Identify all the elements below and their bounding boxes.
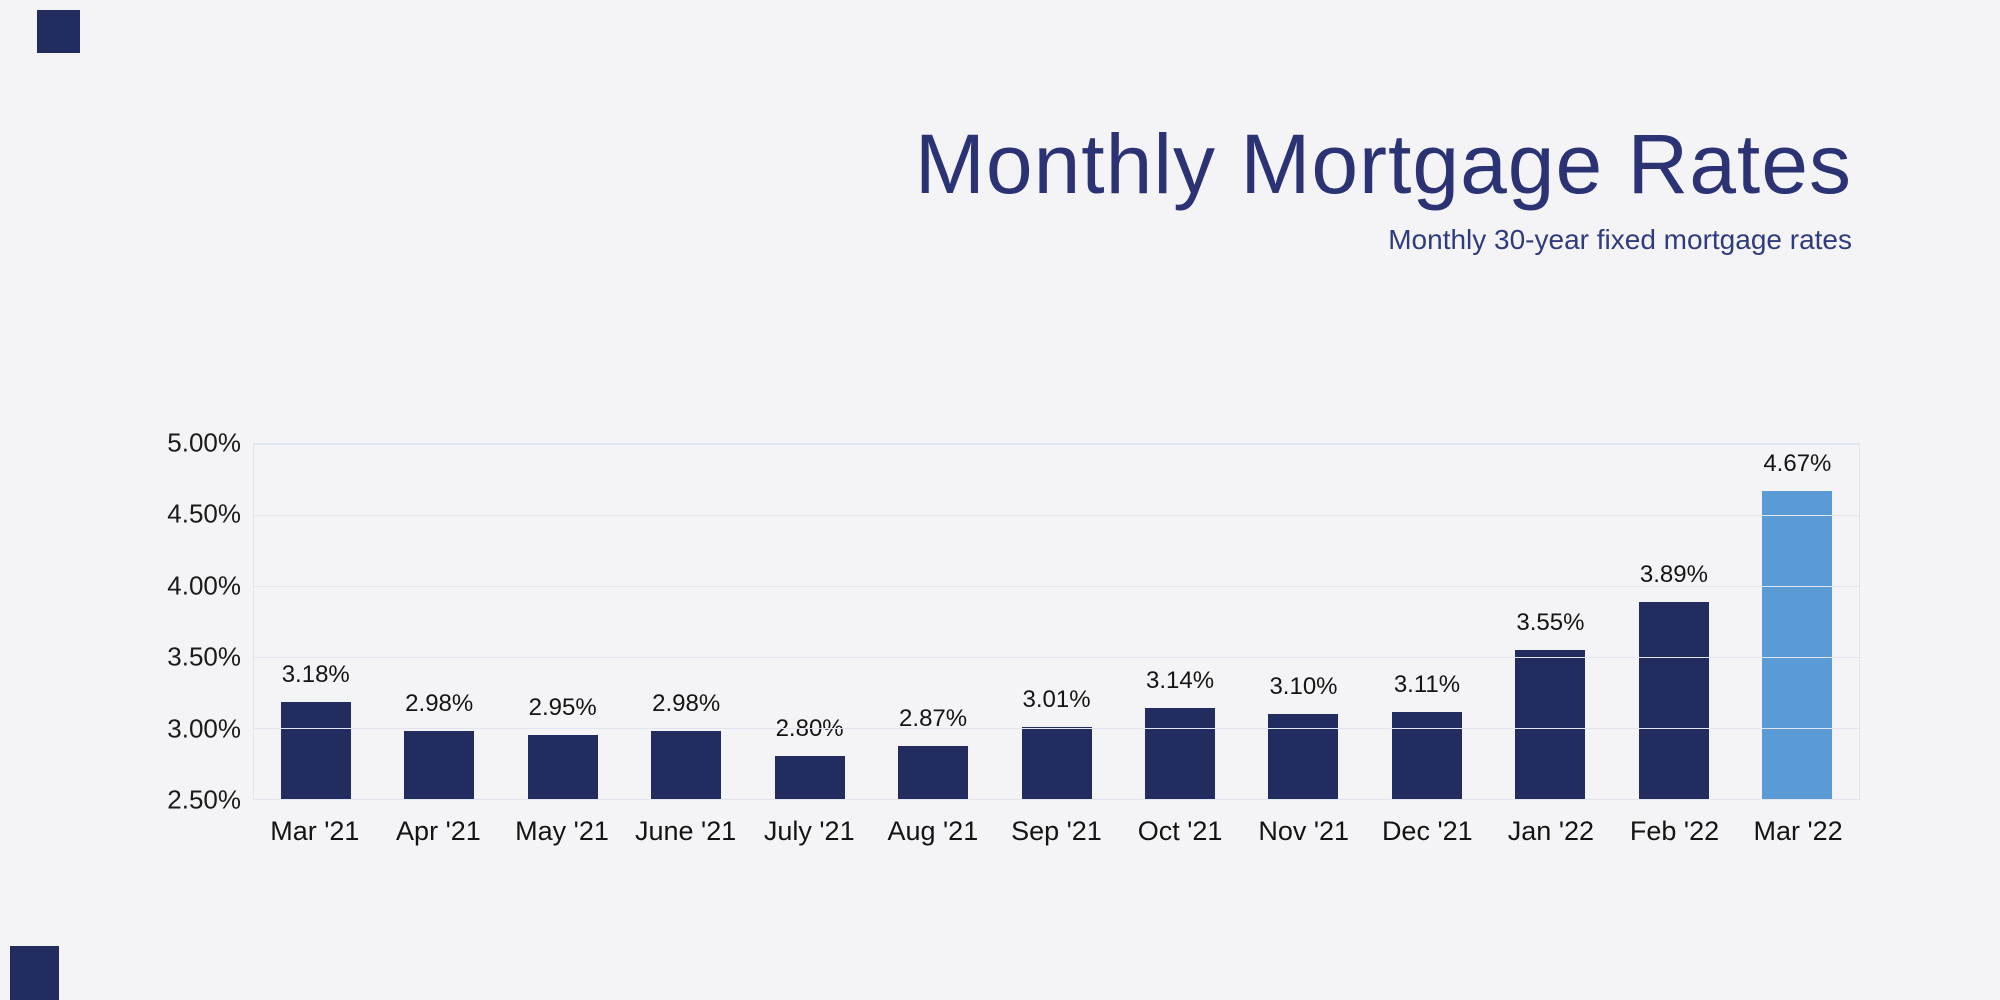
bar	[1021, 726, 1092, 799]
bar-cell: 3.18%	[254, 444, 377, 799]
bar-cell: 2.95%	[501, 444, 624, 799]
bar-value-label: 2.98%	[405, 689, 474, 717]
x-axis-label: Sep '21	[1011, 816, 1102, 846]
bar	[1391, 712, 1462, 799]
bar	[1268, 713, 1339, 799]
y-axis-label: 3.50%	[167, 641, 241, 672]
bar-cell: 3.14%	[1118, 444, 1241, 799]
page-title: Monthly Mortgage Rates	[914, 117, 1852, 211]
x-axis-label: Apr '21	[396, 816, 481, 846]
bar-value-label: 2.87%	[899, 705, 968, 733]
bar-cell: 4.67%	[1736, 444, 1859, 799]
bar	[1762, 490, 1833, 799]
x-axis-label: Oct '21	[1137, 816, 1223, 846]
bar-value-label: 3.18%	[281, 661, 350, 689]
bar-cell: 3.10%	[1242, 444, 1365, 799]
bar-value-label: 2.95%	[528, 694, 597, 722]
gridline	[254, 586, 1859, 587]
x-axis-label: Jan '22	[1507, 816, 1595, 846]
bar	[280, 702, 351, 799]
bar	[1515, 649, 1586, 799]
bar-value-label: 3.10%	[1269, 672, 1338, 700]
bar-cell: 2.98%	[377, 444, 500, 799]
x-axis: Mar '21 Apr '21 May '21 June '21 July '21 Aug…	[253, 816, 1860, 847]
bar	[1145, 708, 1216, 799]
x-axis-label: Aug '21	[887, 816, 979, 846]
gridline	[254, 515, 1859, 516]
y-axis-label: 4.00%	[167, 570, 241, 601]
bar-cell: 3.55%	[1489, 444, 1612, 799]
bar	[898, 746, 969, 799]
gridline	[254, 799, 1859, 800]
bar-chart: 5.00% 4.50% 4.00% 3.50% 3.00% 2.50% 3.18% 2.98…	[150, 428, 1860, 847]
y-axis-label: 2.50%	[167, 784, 241, 815]
x-axis-label: Nov '21	[1258, 816, 1350, 846]
y-axis-label: 4.50%	[167, 498, 241, 529]
gridline	[254, 657, 1859, 658]
page-subtitle: Monthly 30-year fixed mortgage rates	[1388, 224, 1852, 256]
gridline	[254, 444, 1859, 445]
plot-area: 3.18% 2.98% 2.95% 2.98% 2.80% 2.87% 3.01% 3.14%…	[253, 443, 1860, 800]
corner-accent-top-left	[37, 10, 80, 53]
bar-value-label: 3.01%	[1022, 685, 1091, 713]
bar-value-label: 3.11%	[1393, 671, 1461, 699]
bar-value-label: 2.98%	[652, 689, 721, 717]
corner-accent-bottom-left	[10, 946, 59, 1000]
bar-cell: 3.11%	[1365, 444, 1488, 799]
y-axis-label: 5.00%	[167, 427, 241, 458]
bar-value-label: 4.67%	[1763, 449, 1832, 477]
bar	[651, 730, 722, 799]
bar	[527, 735, 598, 799]
x-axis-label: Mar '22	[1753, 816, 1843, 846]
x-axis-label: Mar '21	[270, 816, 360, 846]
bar-value-label: 3.55%	[1516, 608, 1585, 636]
x-axis-label: June '21	[635, 816, 737, 846]
y-axis: 5.00% 4.50% 4.00% 3.50% 3.00% 2.50%	[150, 428, 253, 815]
chart-header: Monthly Mortgage Rates Monthly 30-year f…	[915, 120, 1852, 256]
bar	[404, 730, 475, 799]
bar-cell: 2.98%	[624, 444, 747, 799]
x-axis-label: May '21	[515, 816, 609, 846]
bar	[1638, 601, 1709, 799]
x-axis-label: July '21	[763, 816, 855, 846]
y-axis-label: 3.00%	[167, 713, 241, 744]
bar-value-label: 3.89%	[1639, 560, 1708, 588]
bar-value-label: 3.14%	[1145, 667, 1215, 695]
bar-value-label: 2.80%	[775, 715, 844, 743]
bar-cell: 3.89%	[1612, 444, 1735, 799]
x-axis-label: Dec '21	[1381, 816, 1473, 846]
bar-cell: 2.80%	[748, 444, 871, 799]
gridline	[254, 728, 1859, 729]
bars-row: 3.18% 2.98% 2.95% 2.98% 2.80% 2.87% 3.01% 3.14%…	[254, 444, 1859, 799]
bar	[774, 756, 845, 799]
bar-cell: 2.87%	[871, 444, 994, 799]
bar-cell: 3.01%	[995, 444, 1118, 799]
x-axis-label: Feb '22	[1629, 816, 1720, 846]
